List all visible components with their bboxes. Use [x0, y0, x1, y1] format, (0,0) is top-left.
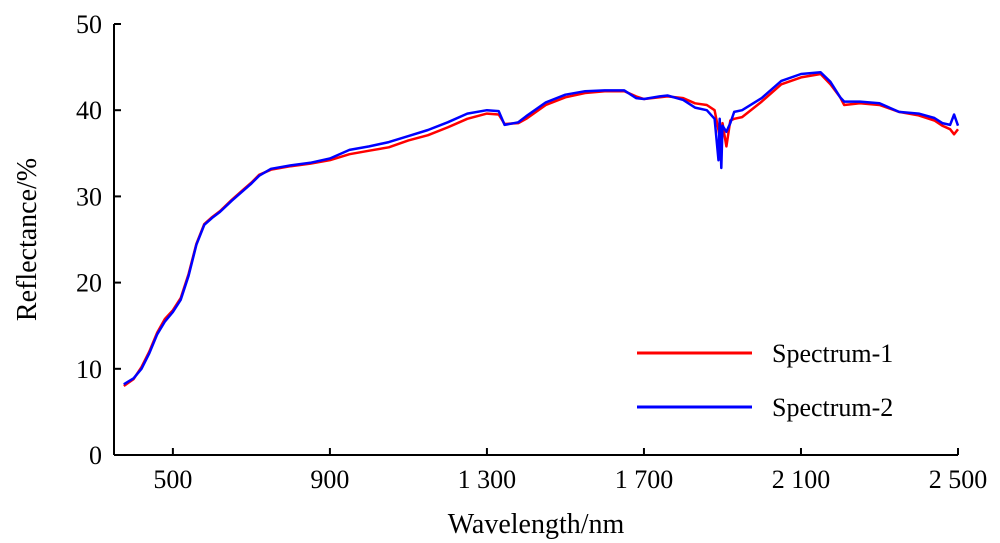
- legend-label-spectrum-2: Spectrum-2: [772, 393, 893, 422]
- x-axis: 500 900 1 300 1 700 2 100 2 500: [114, 448, 987, 494]
- y-tick-label: 0: [89, 441, 102, 470]
- x-tick-label: 500: [153, 465, 192, 494]
- series-line-spectrum-2: [123, 71, 960, 386]
- y-tick-label: 40: [76, 96, 102, 125]
- plot-area: [123, 71, 960, 388]
- x-tick-label: 2 100: [772, 465, 831, 494]
- x-tick-label: 900: [310, 465, 349, 494]
- x-tick-label: 1 300: [458, 465, 517, 494]
- y-tick-label: 10: [76, 355, 102, 384]
- x-tick-label: 1 700: [615, 465, 674, 494]
- y-axis-title: Reflectance/%: [12, 158, 43, 321]
- x-tick-label: 2 500: [929, 465, 988, 494]
- y-tick-label: 50: [76, 10, 102, 39]
- legend-label-spectrum-1: Spectrum-1: [772, 339, 893, 368]
- y-tick-label: 20: [76, 269, 102, 298]
- x-axis-title: Wavelength/nm: [448, 509, 625, 540]
- legend: Spectrum-1 Spectrum-2: [637, 339, 893, 422]
- y-axis: 0 10 20 30 40 50: [76, 10, 121, 470]
- y-tick-label: 30: [76, 182, 102, 211]
